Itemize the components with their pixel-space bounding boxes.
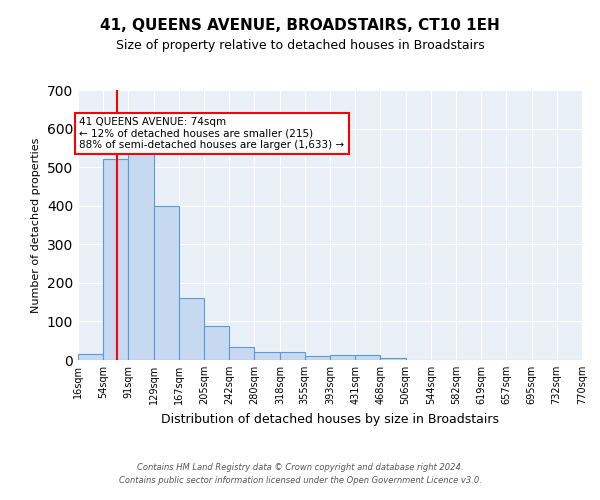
- Y-axis label: Number of detached properties: Number of detached properties: [31, 138, 41, 312]
- Bar: [179, 298, 205, 360]
- Bar: [205, 326, 229, 360]
- Text: Size of property relative to detached houses in Broadstairs: Size of property relative to detached ho…: [116, 39, 484, 52]
- Text: Contains HM Land Registry data © Crown copyright and database right 2024.
Contai: Contains HM Land Registry data © Crown c…: [119, 464, 481, 485]
- Bar: [330, 354, 355, 360]
- X-axis label: Distribution of detached houses by size in Broadstairs: Distribution of detached houses by size …: [161, 412, 499, 426]
- Bar: [103, 160, 128, 360]
- Bar: [380, 358, 406, 360]
- Bar: [229, 346, 254, 360]
- Bar: [254, 352, 280, 360]
- Bar: [154, 206, 179, 360]
- Text: 41, QUEENS AVENUE, BROADSTAIRS, CT10 1EH: 41, QUEENS AVENUE, BROADSTAIRS, CT10 1EH: [100, 18, 500, 32]
- Bar: [78, 354, 103, 360]
- Bar: [305, 356, 330, 360]
- Bar: [280, 352, 305, 360]
- Text: 41 QUEENS AVENUE: 74sqm
← 12% of detached houses are smaller (215)
88% of semi-d: 41 QUEENS AVENUE: 74sqm ← 12% of detache…: [79, 117, 344, 150]
- Bar: [128, 136, 154, 360]
- Bar: [355, 354, 380, 360]
